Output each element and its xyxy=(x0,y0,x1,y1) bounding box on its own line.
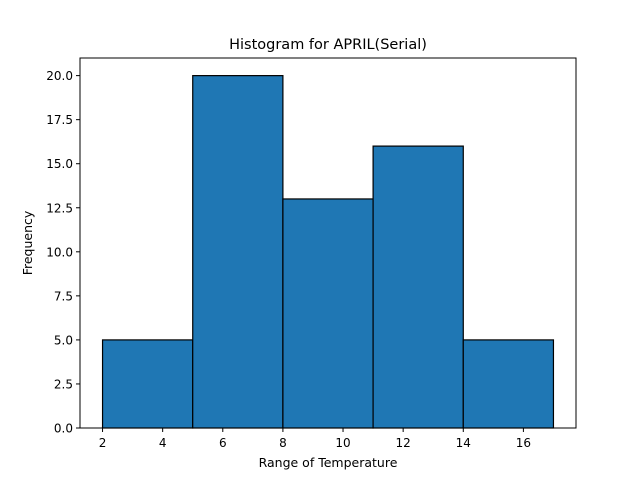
histogram-bar-2 xyxy=(192,75,284,429)
chart-title: Histogram for APRIL(Serial) xyxy=(229,37,427,53)
y-tick-label: 2.5 xyxy=(54,377,73,391)
x-tick-label: 16 xyxy=(516,436,531,450)
y-axis-label: Frequency xyxy=(20,210,35,275)
x-tick-label: 8 xyxy=(279,436,287,450)
x-tick-label: 14 xyxy=(456,436,471,450)
histogram-bar-4 xyxy=(372,145,464,429)
bars-group xyxy=(101,75,555,429)
x-axis-ticks: 2 4 6 8 10 12 14 16 xyxy=(99,428,531,450)
y-tick-label: 15.0 xyxy=(46,157,73,171)
y-axis-ticks: 0.0 2.5 5.0 7.5 10.0 12.5 15.0 17.5 20.0 xyxy=(46,69,80,436)
y-tick-label: 0.0 xyxy=(54,422,73,436)
histogram-bar-5 xyxy=(462,339,555,429)
histogram-bar-3 xyxy=(282,198,374,429)
plot-frame xyxy=(79,57,577,429)
y-tick-label: 5.0 xyxy=(54,333,73,347)
histogram-bar-1 xyxy=(101,339,194,429)
x-tick-label: 2 xyxy=(99,436,107,450)
x-tick-label: 12 xyxy=(396,436,411,450)
x-axis-label: Range of Temperature xyxy=(259,455,398,470)
y-tick-label: 7.5 xyxy=(54,289,73,303)
y-tick-label: 12.5 xyxy=(46,201,73,215)
x-tick-label: 6 xyxy=(219,436,227,450)
y-tick-label: 20.0 xyxy=(46,69,73,83)
y-tick-label: 17.5 xyxy=(46,113,73,127)
x-tick-label: 10 xyxy=(335,436,350,450)
y-tick-label: 10.0 xyxy=(46,245,73,259)
x-tick-label: 4 xyxy=(159,436,167,450)
